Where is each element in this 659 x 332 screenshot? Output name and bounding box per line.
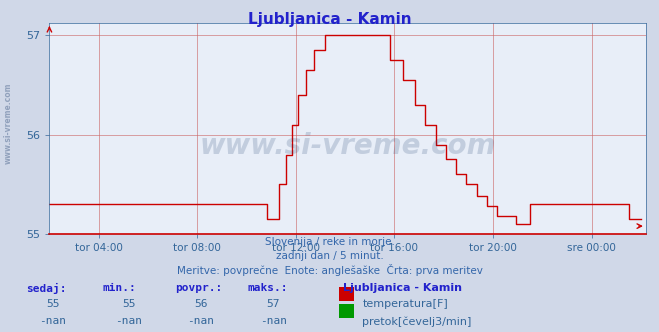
Text: maks.:: maks.: [247, 283, 287, 293]
Text: min.:: min.: [102, 283, 136, 293]
Text: zadnji dan / 5 minut.: zadnji dan / 5 minut. [275, 251, 384, 261]
Text: -nan: -nan [188, 316, 214, 326]
Text: www.si-vreme.com: www.si-vreme.com [200, 131, 496, 159]
Text: -nan: -nan [115, 316, 142, 326]
Text: pretok[čevelj3/min]: pretok[čevelj3/min] [362, 316, 472, 327]
Text: www.si-vreme.com: www.si-vreme.com [3, 82, 13, 164]
Text: 56: 56 [194, 299, 208, 309]
Text: 57: 57 [267, 299, 280, 309]
Text: -nan: -nan [260, 316, 287, 326]
Text: povpr.:: povpr.: [175, 283, 222, 293]
Text: 55: 55 [46, 299, 59, 309]
Text: Ljubljanica - Kamin: Ljubljanica - Kamin [343, 283, 462, 293]
Text: Slovenija / reke in morje.: Slovenija / reke in morje. [264, 237, 395, 247]
Text: Meritve: povprečne  Enote: anglešaške  Črta: prva meritev: Meritve: povprečne Enote: anglešaške Črt… [177, 264, 482, 276]
Text: temperatura[F]: temperatura[F] [362, 299, 448, 309]
Text: sedaj:: sedaj: [26, 283, 67, 294]
Text: 55: 55 [122, 299, 135, 309]
Text: -nan: -nan [40, 316, 66, 326]
Text: Ljubljanica - Kamin: Ljubljanica - Kamin [248, 12, 411, 27]
